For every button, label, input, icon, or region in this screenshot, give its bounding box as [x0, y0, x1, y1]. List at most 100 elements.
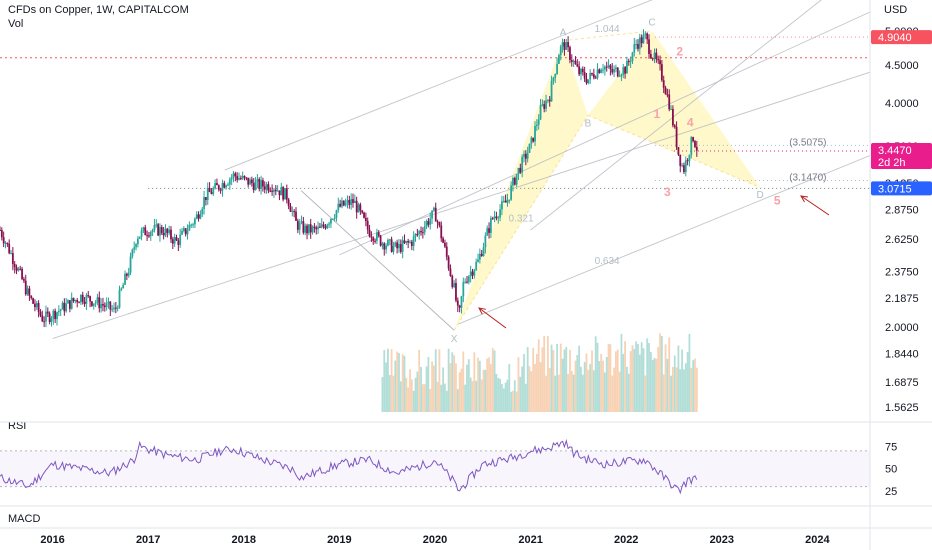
- candle-body: [28, 288, 31, 297]
- candle-body: [63, 302, 66, 312]
- volume-bar: [672, 366, 674, 412]
- volume-bar: [583, 362, 586, 412]
- candle-body: [521, 156, 524, 173]
- volume-bar: [436, 381, 439, 412]
- candle-body: [151, 230, 154, 233]
- candle-body: [624, 67, 627, 74]
- volume-bar: [401, 354, 404, 412]
- volume-bar: [455, 363, 457, 412]
- candle-body: [432, 207, 435, 211]
- volume-bar: [638, 354, 641, 412]
- candle-body: [589, 73, 592, 80]
- volume-bar: [508, 364, 511, 412]
- volume-bar: [403, 355, 406, 412]
- candle-body: [124, 273, 126, 285]
- candle-body: [471, 271, 474, 276]
- candle-body: [445, 246, 448, 257]
- candle-body: [232, 173, 235, 178]
- candle-body: [157, 224, 160, 236]
- candle-body: [622, 67, 625, 75]
- volume-bar: [548, 368, 551, 412]
- candle-body: [401, 240, 404, 252]
- candle-body: [30, 296, 33, 299]
- channel-line: [530, 0, 822, 231]
- candle-body: [523, 153, 525, 157]
- candle-body: [344, 202, 347, 206]
- price-tick-label: 1.6875: [885, 377, 919, 389]
- candle-body: [85, 295, 88, 304]
- volume-bar: [690, 367, 693, 412]
- pattern-bcd: [587, 30, 761, 188]
- candle-body: [502, 200, 505, 202]
- candle-body: [535, 124, 538, 127]
- candle-body: [61, 302, 64, 310]
- channel-line: [458, 155, 871, 325]
- candle-body: [399, 244, 402, 252]
- candle-body: [241, 175, 244, 179]
- candle-body: [374, 240, 376, 242]
- volume-bar: [477, 357, 479, 412]
- candle-body: [127, 272, 130, 276]
- candle-body: [65, 303, 68, 312]
- candle-body: [684, 160, 687, 173]
- candle-body: [451, 275, 454, 287]
- candle-body: [543, 104, 546, 109]
- candle-body: [149, 232, 152, 237]
- candle-body: [223, 183, 226, 188]
- candle-body: [326, 224, 329, 229]
- volume-bar: [651, 359, 654, 412]
- candle-body: [657, 59, 660, 61]
- volume-bar: [653, 358, 656, 412]
- candle-body: [644, 33, 647, 36]
- annotation-label: 0.321: [509, 214, 534, 225]
- candle-body: [605, 66, 608, 68]
- volume-bar: [506, 379, 509, 412]
- volume-bar: [512, 390, 514, 412]
- candle-body: [440, 225, 443, 239]
- arrow-x-head: [478, 307, 486, 315]
- candle-body: [631, 52, 634, 61]
- candle-body: [258, 179, 261, 189]
- price-tick-label: 2.8750: [885, 205, 919, 217]
- candle-body: [81, 294, 84, 302]
- candle-body: [357, 204, 360, 213]
- candle-body: [263, 186, 266, 190]
- candle-body: [300, 221, 303, 223]
- volume-bar: [431, 361, 433, 412]
- chart-title: CFDs on Copper, 1W, CAPITALCOM: [8, 4, 189, 16]
- candle-body: [282, 187, 285, 200]
- candle-body: [59, 309, 62, 311]
- arrow-d: [800, 195, 830, 216]
- year-tick-label: 2018: [232, 534, 256, 546]
- candle-body: [436, 221, 439, 223]
- volume-bar: [554, 375, 557, 412]
- candle-body: [412, 236, 415, 246]
- candle-body: [580, 68, 582, 75]
- volume-bar: [670, 375, 672, 412]
- volume-bar: [572, 374, 575, 412]
- volume-bar: [607, 343, 610, 412]
- annotation-label: D: [756, 190, 763, 201]
- candle-body: [578, 66, 581, 75]
- volume-bar: [662, 374, 665, 412]
- price-badge-label: 3.0715: [878, 183, 912, 195]
- volume-bar: [637, 344, 639, 412]
- volume-bar: [429, 388, 432, 412]
- volume-bar: [694, 358, 696, 412]
- candle-body: [635, 44, 638, 46]
- candle-body: [558, 55, 560, 64]
- annotation-label: A: [560, 27, 567, 38]
- candle-body: [23, 279, 25, 281]
- candle-body: [100, 304, 103, 309]
- volume-bar: [644, 375, 647, 412]
- candle-body: [342, 200, 345, 206]
- candle-body: [166, 228, 169, 233]
- candle-body: [247, 177, 250, 185]
- candle-body: [70, 297, 73, 309]
- candle-body: [43, 321, 46, 323]
- candle-body: [131, 249, 134, 257]
- annotation-label: (3.1470): [789, 172, 826, 183]
- candle-body: [186, 230, 189, 235]
- candle-body: [591, 73, 593, 75]
